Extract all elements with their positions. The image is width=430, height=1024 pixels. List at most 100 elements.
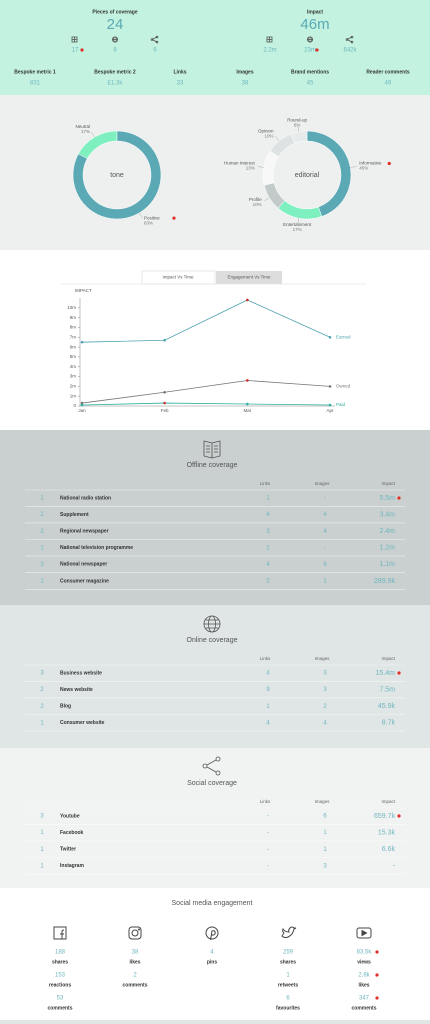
row-images: 1 (323, 847, 327, 853)
engagement-label: likes (358, 982, 369, 988)
column-header: Impact (381, 656, 395, 661)
engagement-label: comments (351, 1005, 376, 1011)
y-tick-label: 1m (70, 393, 77, 398)
row-count: 2 (40, 687, 44, 693)
kpi-value: 24 (107, 16, 124, 33)
row-links: 1 (266, 704, 270, 710)
row-images: 4 (323, 720, 327, 726)
donut-label: Round-up (287, 118, 307, 123)
engagement-value: 83.5k (357, 950, 373, 956)
row-impact: - (393, 863, 396, 870)
row-impact: 289.9k (374, 578, 396, 585)
column-header: Impact (381, 481, 395, 486)
engagement-value: 188 (55, 950, 66, 956)
donut-value: 17% (81, 129, 90, 134)
engagement-label: pins (207, 959, 217, 965)
alert-dot (375, 996, 379, 1000)
section-title: Online coverage (187, 637, 238, 644)
row-images: 3 (323, 687, 327, 693)
engagement-value: 153 (55, 973, 66, 979)
x-tick-label: Jan (78, 408, 86, 413)
row-name: Youtube (60, 813, 80, 819)
series-point (163, 401, 166, 405)
offline-bg (0, 430, 430, 605)
row-images: 3 (323, 671, 327, 677)
donut-label: Positive (144, 215, 160, 220)
kpi-sub-value: 6 (153, 48, 157, 54)
alert-dot (397, 671, 401, 675)
x-tick-label: Apr (326, 408, 334, 413)
leader-line (257, 166, 264, 168)
engagement-label: shares (280, 959, 296, 965)
kpi-label: Impact (307, 9, 323, 15)
donut-value: 6% (294, 123, 301, 128)
icons (71, 35, 354, 44)
row-count: 1 (40, 720, 44, 726)
series-label: Earned (336, 334, 351, 339)
column-header: Links (260, 799, 271, 804)
row-images: 4 (323, 529, 327, 535)
donut-value: 10% (264, 134, 273, 139)
row-name: Facebook (60, 830, 84, 836)
row-name: News website (60, 687, 93, 693)
row-impact: 6.6k (382, 846, 396, 853)
row-count: 3 (40, 671, 44, 677)
series-point (328, 385, 332, 388)
leader-line (350, 166, 357, 168)
row-impact: 15.3k (378, 829, 396, 836)
metric-value: £1.3k (108, 81, 124, 87)
series-line (81, 402, 331, 406)
y-tick-label: 3m (70, 374, 77, 379)
row-count: 3 (40, 562, 44, 568)
alert-dot (397, 496, 401, 500)
metric-label: Images (236, 69, 253, 75)
row-impact: 1.2m (379, 545, 395, 552)
kpi-sub-value: 8 (113, 48, 117, 54)
row-name: Business website (60, 670, 102, 676)
donut-label: Neutral (76, 124, 91, 129)
row-links: 1 (266, 545, 270, 551)
metric-label: Brand mentions (291, 69, 329, 75)
engagement-label: favourites (276, 1005, 300, 1011)
alert-dot (387, 161, 391, 166)
alert-dot (375, 973, 379, 977)
donut-value: 13% (246, 166, 255, 171)
kpi-sub-value: 2.2m (263, 48, 276, 54)
series-point (80, 401, 84, 405)
row-images: - (324, 496, 326, 502)
row-impact: 1.1m (379, 561, 395, 568)
column-header: Links (260, 656, 271, 661)
row-impact: 8.7k (382, 720, 396, 727)
metric-value: 38 (242, 81, 249, 87)
row-count: 2 (40, 704, 44, 710)
y-tick-label: 2m (70, 384, 77, 389)
engagement-value: 2.8k (358, 973, 370, 979)
section-title: Social coverage (187, 780, 237, 787)
tab[interactable] (216, 271, 282, 284)
series-label: Paid (336, 402, 346, 407)
leader-line (139, 212, 143, 219)
row-links: 3 (266, 529, 270, 535)
row-links: 4 (266, 512, 270, 518)
row-count: 3 (40, 814, 44, 820)
donut-label: Human Interest (224, 161, 256, 166)
row-count: 1 (40, 579, 44, 585)
engagement-label: comments (47, 1005, 72, 1011)
row-name: National television programme (60, 545, 133, 551)
y-tick-label: 5m (70, 354, 77, 359)
row-images: 2 (323, 704, 327, 710)
row-links: - (267, 847, 269, 853)
y-tick-label: 4m (70, 364, 77, 369)
alert-dot (315, 48, 319, 52)
engagement-value: 4 (210, 950, 214, 956)
series-point (246, 402, 249, 406)
metric-value: 45 (307, 81, 314, 87)
leader-line (275, 136, 280, 142)
engagement-value: 53 (57, 996, 64, 1002)
engagement-label: retweets (278, 982, 299, 988)
kpi-value: 46m (300, 16, 329, 33)
row-images: 4 (323, 512, 327, 518)
series-point (246, 298, 249, 302)
engagement-value: 259 (283, 950, 294, 956)
series-point (246, 379, 249, 382)
